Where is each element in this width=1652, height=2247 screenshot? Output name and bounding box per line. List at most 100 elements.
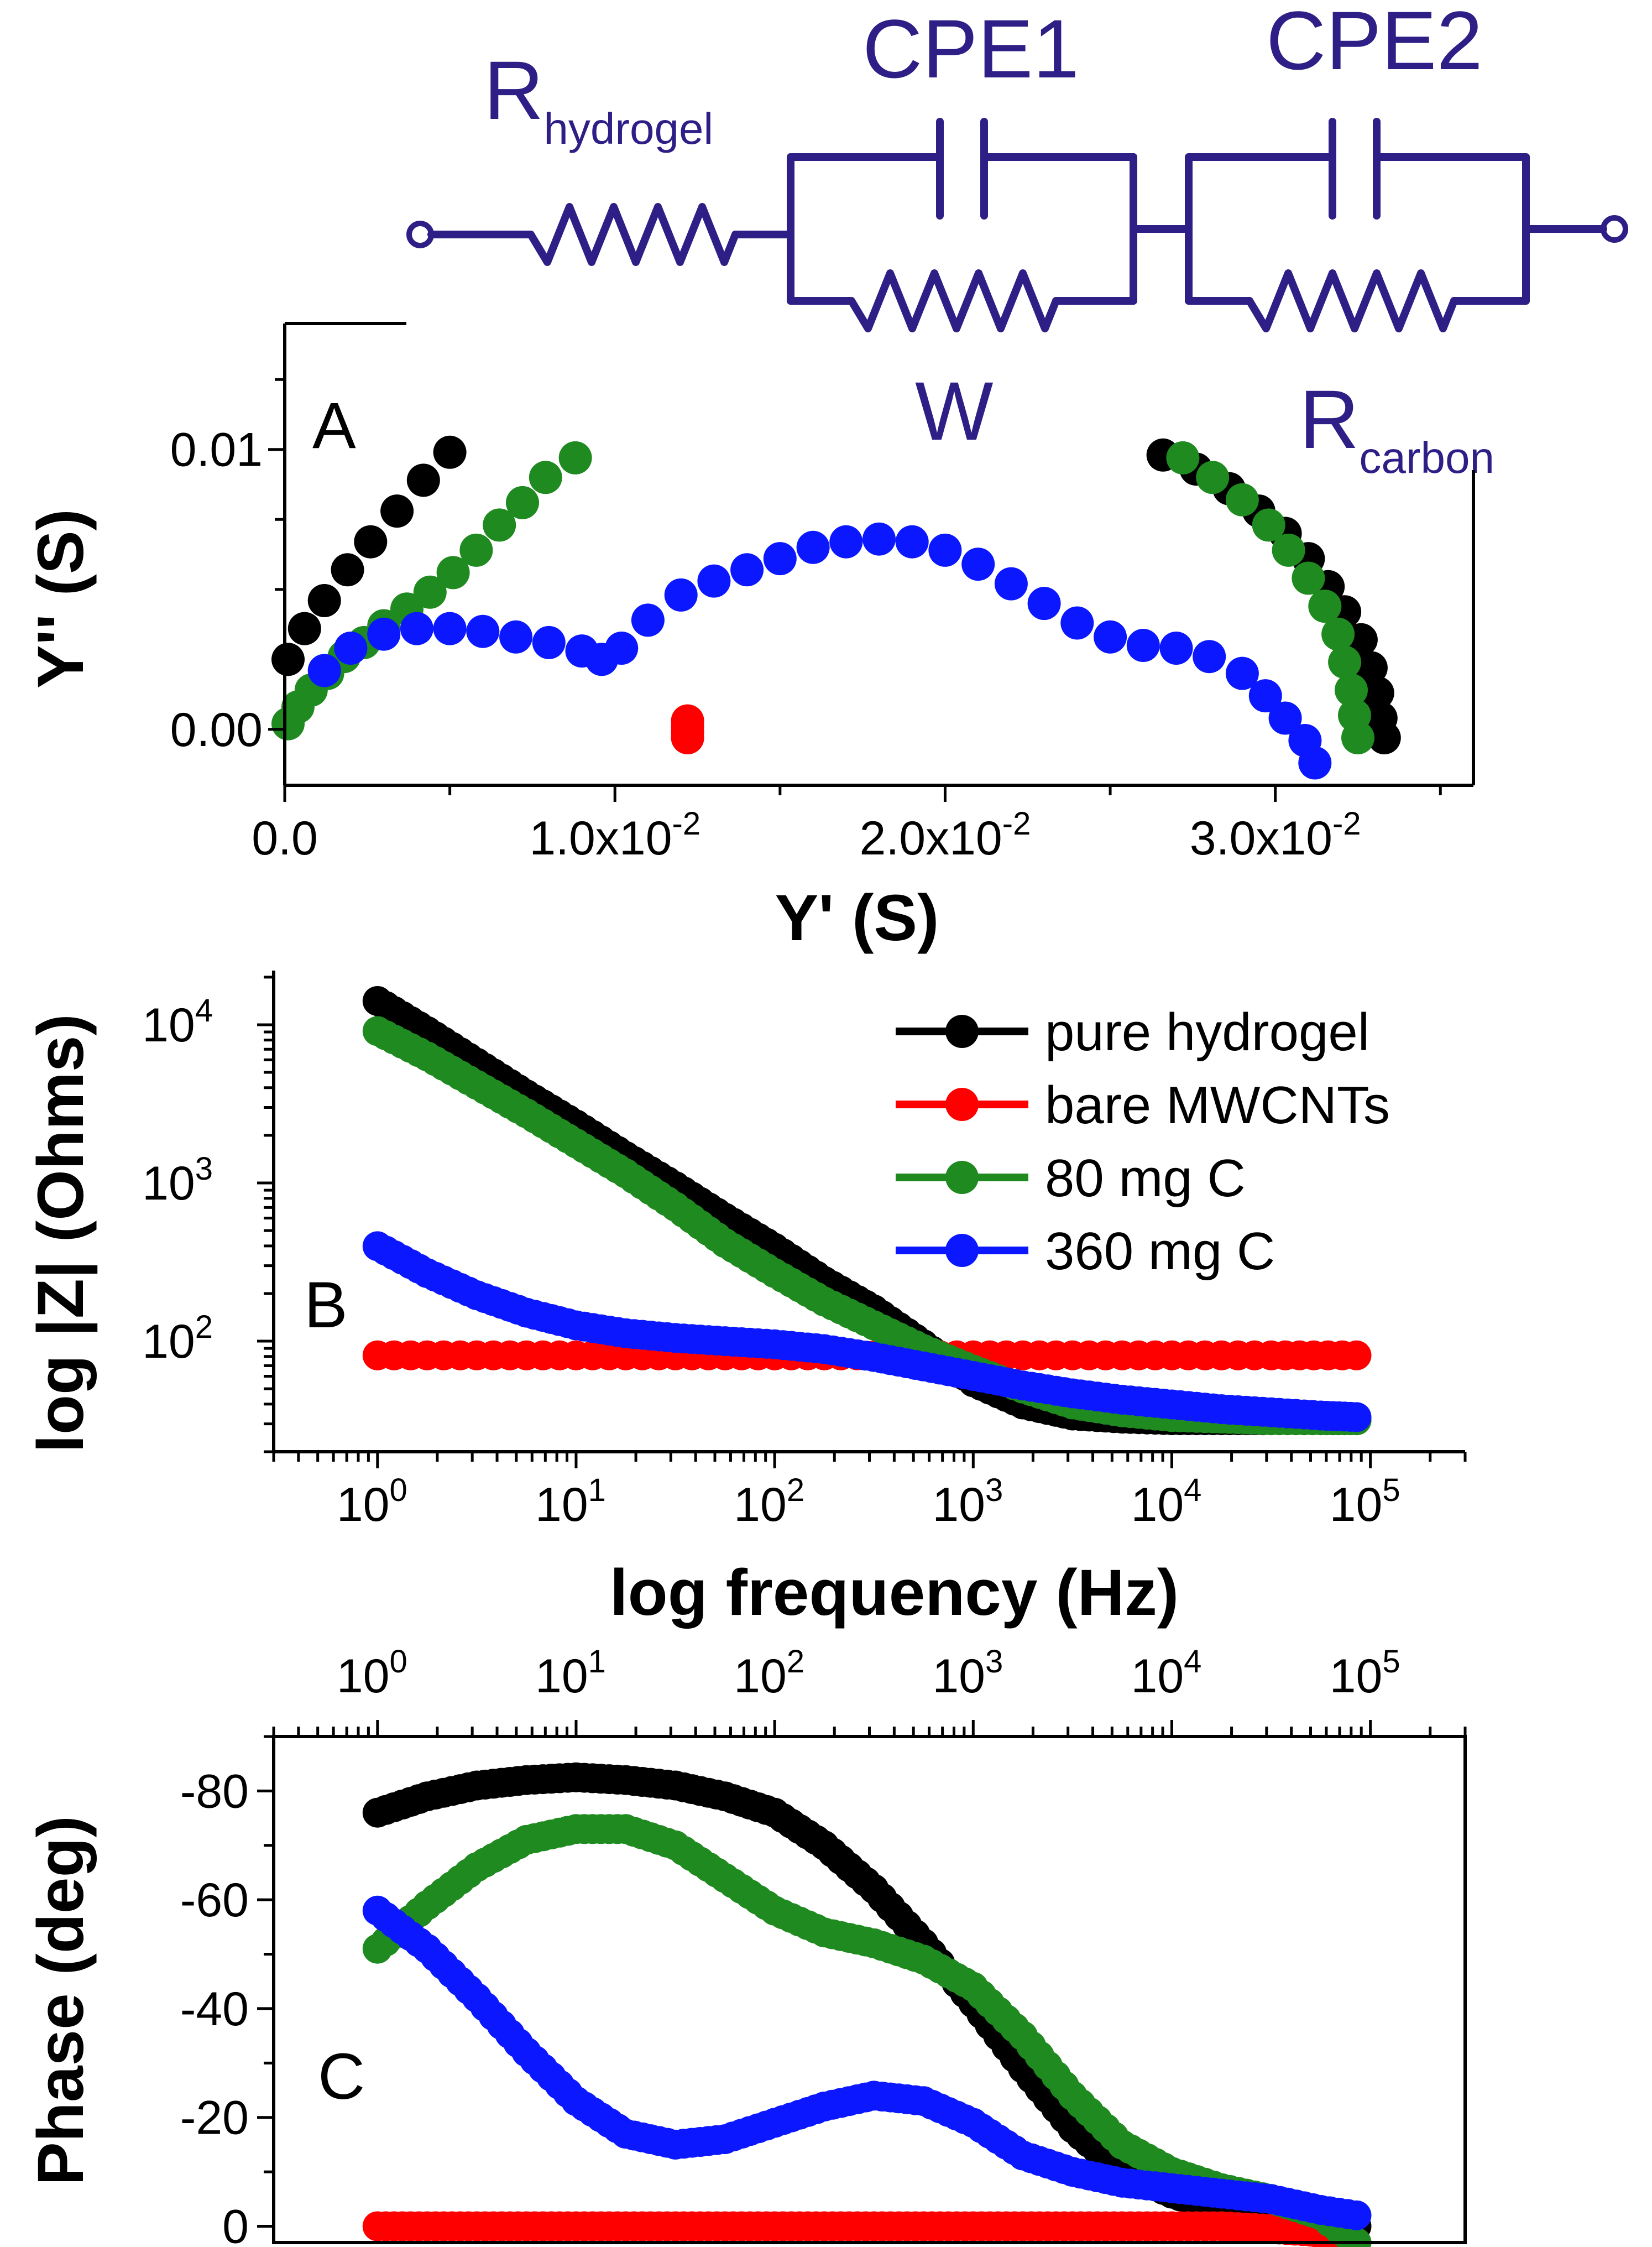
data-point-a-c360 — [895, 525, 929, 559]
data-point-a-c360 — [928, 533, 962, 567]
x-tick-exponent: -2 — [1332, 806, 1361, 842]
data-point-b-bare — [1341, 1340, 1372, 1370]
x-tick-exponent: 1 — [588, 1472, 606, 1508]
legend-label-c80: 80 mg C — [1045, 1149, 1246, 1208]
y-tick-mantissa: 10 — [142, 1315, 195, 1368]
panel-a-admittance-plot: 0.0 1.0x10-2 2.0x10-2 3.0x10-20.000.01Y' (S… — [24, 322, 1475, 955]
x-tick-exponent: 3 — [985, 1472, 1003, 1508]
x-tick-exponent: 0 — [390, 1472, 407, 1508]
x-tick-label: 102 — [734, 1644, 804, 1703]
x-tick-mantissa: 10 — [1330, 1650, 1383, 1703]
x-tick-label: 0.0 — [252, 812, 318, 865]
label-r-hydrogel: Rhydrogel — [484, 44, 713, 153]
y-axis-title: Phase (deg) — [24, 1816, 97, 2186]
x-tick-mantissa: 10 — [337, 1478, 390, 1531]
data-point-a-c80 — [529, 461, 562, 494]
y-axis-title: log |Z| (Ohms) — [24, 1014, 98, 1453]
data-point-a-c360 — [1027, 587, 1061, 621]
label-cpe1: CPE1 — [862, 2, 1079, 95]
x-tick-label: 2.0x10-2 — [860, 806, 1031, 865]
y-tick-label: 0.00 — [170, 703, 263, 757]
equivalent-circuit-diagram — [406, 118, 1628, 332]
data-point-a-c80 — [1292, 561, 1325, 595]
x-tick-exponent: 4 — [1184, 1644, 1201, 1680]
x-tick-label: 101 — [535, 1644, 606, 1703]
x-tick-exponent: -2 — [672, 806, 701, 842]
data-point-a-c360 — [466, 614, 500, 648]
x-tick-mantissa: 3.0x10 — [1190, 812, 1332, 865]
x-tick-exponent: 5 — [1382, 1472, 1400, 1508]
data-point-a-c360 — [862, 522, 896, 556]
label-cpe2: CPE2 — [1266, 0, 1483, 87]
y-tick-mantissa: 10 — [142, 999, 195, 1052]
data-point-a-c360 — [1126, 629, 1160, 662]
panel-letter-a: A — [312, 389, 356, 462]
data-point-a-c360 — [307, 654, 341, 687]
y-tick-label: 0 — [222, 2200, 249, 2247]
data-point-a-bare — [671, 721, 704, 754]
data-point-a-c360 — [796, 530, 830, 564]
x-tick-exponent: 3 — [985, 1644, 1003, 1680]
data-point-a-pure — [287, 612, 321, 645]
data-point-a-pure — [1361, 676, 1394, 710]
x-tick-mantissa: 10 — [535, 1650, 588, 1703]
data-point-a-pure — [354, 525, 388, 559]
data-point-a-c360 — [1159, 632, 1193, 665]
data-point-a-c360 — [1268, 701, 1302, 735]
x-tick-mantissa: 10 — [932, 1650, 985, 1703]
data-point-a-c360 — [499, 620, 533, 654]
data-point-a-c360 — [664, 578, 698, 612]
x-tick-label: 105 — [1330, 1644, 1400, 1703]
data-point-a-pure — [271, 643, 305, 676]
panel-letter-b: B — [304, 1269, 348, 1342]
y-tick-exponent: 3 — [195, 1151, 213, 1187]
x-tick-mantissa: 10 — [932, 1478, 985, 1531]
x-tick-label: 103 — [932, 1644, 1003, 1703]
y-tick-label: -80 — [180, 1765, 249, 1818]
legend-label-bare: bare MWCNTs — [1045, 1076, 1390, 1135]
legend-marker-bare — [945, 1088, 979, 1121]
data-point-a-pure — [307, 584, 341, 617]
y-tick-label: 103 — [142, 1151, 213, 1210]
y-tick-label: -40 — [180, 1983, 249, 2036]
x-tick-exponent: 0 — [390, 1644, 407, 1680]
data-point-c-c360 — [1341, 2200, 1372, 2230]
x-tick-label: 1.0x10-2 — [529, 806, 700, 865]
data-point-a-c360 — [961, 548, 995, 581]
data-point-a-c360 — [730, 553, 764, 587]
data-point-a-c80 — [1321, 617, 1355, 651]
data-point-a-c80 — [1272, 533, 1305, 567]
x-tick-label: 100 — [337, 1644, 407, 1703]
x-tick-mantissa: 10 — [1330, 1478, 1383, 1531]
data-point-a-c80 — [1308, 590, 1342, 623]
data-point-a-pure — [406, 463, 440, 497]
data-point-a-c360 — [1094, 620, 1127, 654]
data-point-a-c80 — [558, 441, 592, 475]
x-tick-label: 105 — [1330, 1472, 1400, 1531]
x-tick-exponent: 2 — [787, 1472, 804, 1508]
x-tick-exponent: 2 — [787, 1644, 804, 1680]
legend-marker-c80 — [945, 1161, 979, 1194]
data-point-a-c360 — [697, 564, 731, 598]
data-point-a-c80 — [1166, 441, 1200, 475]
label-w: W — [915, 364, 994, 457]
x-tick-exponent: -2 — [1002, 806, 1031, 842]
data-point-a-c360 — [532, 625, 566, 659]
circuit-terminal-right — [1601, 215, 1628, 243]
data-point-a-c360 — [334, 632, 368, 665]
data-point-a-c360 — [1298, 746, 1332, 780]
x-tick-mantissa: 10 — [1131, 1478, 1184, 1531]
y-tick-mantissa: 10 — [142, 1157, 195, 1210]
data-point-a-c360 — [994, 567, 1028, 601]
y-tick-label: 0.01 — [170, 424, 263, 477]
y-axis-title: Y'' (S) — [24, 509, 97, 689]
x-tick-mantissa: 2.0x10 — [860, 812, 1002, 865]
data-point-a-pure — [1354, 651, 1388, 685]
x-tick-mantissa: 10 — [1131, 1650, 1184, 1703]
label-r-hydrogel-main: R — [484, 44, 543, 137]
x-tick-label: 102 — [734, 1472, 804, 1531]
y-tick-label: -20 — [180, 2092, 249, 2145]
data-point-a-c360 — [829, 525, 863, 559]
